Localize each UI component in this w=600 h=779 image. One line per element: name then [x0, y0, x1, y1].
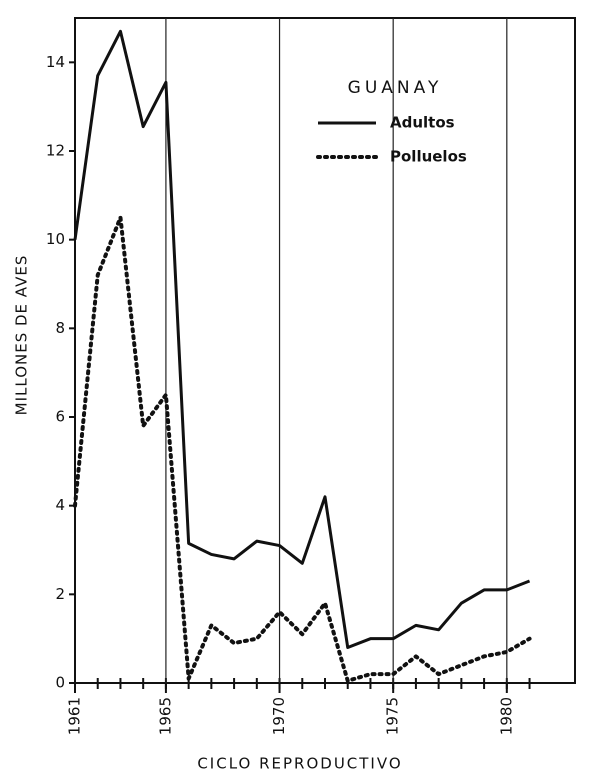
y-tick-label: 8 — [55, 319, 65, 337]
x-tick-label: 1975 — [384, 697, 402, 735]
legend-title: GUANAY — [348, 78, 443, 98]
y-tick-label: 4 — [55, 496, 65, 514]
legend-label: Polluelos — [390, 148, 467, 166]
y-tick-label: 0 — [55, 674, 65, 692]
legend-label: Adultos — [390, 114, 455, 132]
y-tick-label: 12 — [46, 142, 65, 160]
x-tick-label: 1970 — [270, 697, 288, 735]
y-tick-label: 2 — [55, 585, 65, 603]
x-tick-label: 1961 — [66, 697, 84, 735]
x-tick-label: 1965 — [156, 697, 174, 735]
y-tick-label: 6 — [55, 408, 65, 426]
x-tick-label: 1980 — [497, 697, 515, 735]
y-tick-label: 10 — [46, 230, 65, 248]
series-line — [73, 29, 531, 650]
plot-frame — [74, 17, 576, 684]
y-axis-label: MILLONES DE AVES — [13, 255, 31, 416]
y-tick-label: 14 — [46, 53, 65, 71]
x-axis-label: CICLO REPRODUCTIVO — [197, 755, 402, 773]
series-line — [73, 215, 532, 683]
